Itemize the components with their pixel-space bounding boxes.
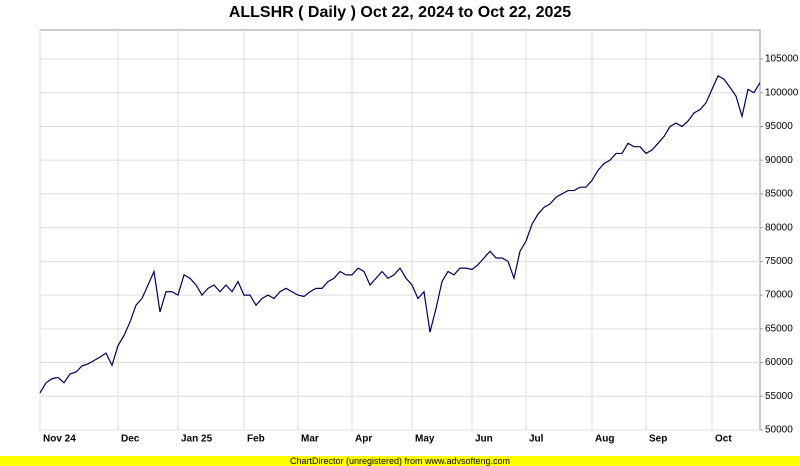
y-tick-label: 65000 xyxy=(765,323,793,334)
x-tick-label: Apr xyxy=(355,434,372,445)
x-tick-label: Jun xyxy=(475,434,493,445)
chart-title: ALLSHR ( Daily ) Oct 22, 2024 to Oct 22,… xyxy=(229,4,571,21)
y-tick-label: 105000 xyxy=(765,54,799,65)
y-tick-label: 100000 xyxy=(765,87,799,98)
x-tick-label: Mar xyxy=(301,434,319,445)
footer-bar xyxy=(0,456,800,466)
x-tick-label: Nov 24 xyxy=(43,434,76,445)
y-tick-label: 90000 xyxy=(765,155,793,166)
y-tick-label: 70000 xyxy=(765,290,793,301)
y-tick-label: 55000 xyxy=(765,391,793,402)
price-line xyxy=(39,75,761,394)
footer-text: ChartDirector (unregistered) from www.ad… xyxy=(290,456,510,466)
y-tick-label: 95000 xyxy=(765,121,793,132)
y-tick-label: 85000 xyxy=(765,189,793,200)
x-tick-label: Feb xyxy=(247,434,265,445)
x-tick-label: Jan 25 xyxy=(181,434,213,445)
y-tick-label: 75000 xyxy=(765,256,793,267)
x-tick-label: Dec xyxy=(121,434,140,445)
y-tick-label: 60000 xyxy=(765,357,793,368)
plot-area xyxy=(39,29,761,431)
y-tick-label: 80000 xyxy=(765,222,793,233)
x-tick-label: Sep xyxy=(649,434,667,445)
x-tick-label: Jul xyxy=(529,434,544,445)
x-tick-label: Aug xyxy=(595,434,614,445)
x-tick-label: Oct xyxy=(715,434,732,445)
x-tick-label: May xyxy=(415,434,435,445)
y-tick-label: 50000 xyxy=(765,425,793,436)
